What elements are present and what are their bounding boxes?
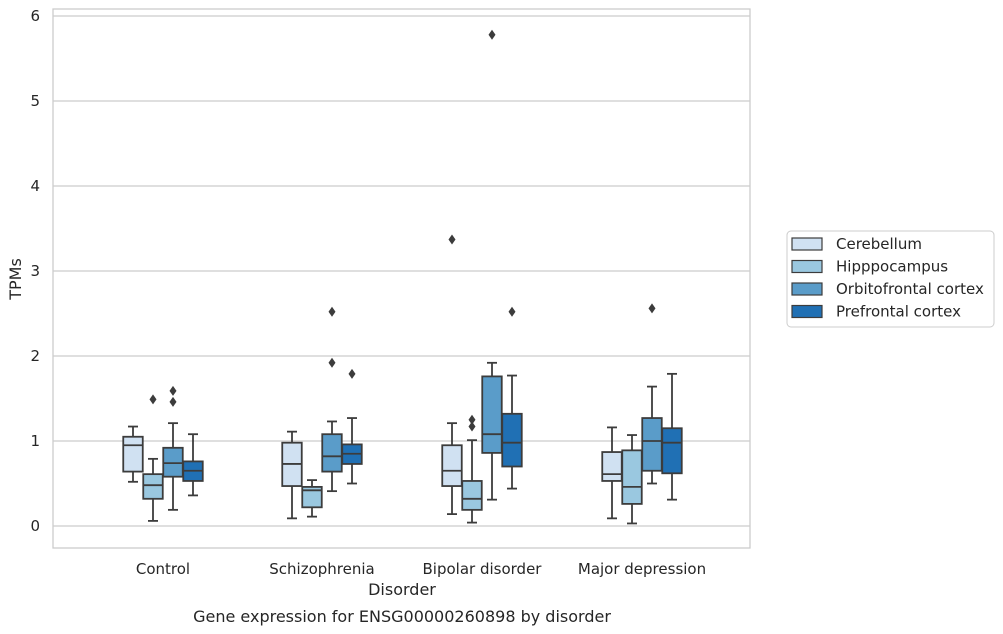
box-prefrontal-cortex bbox=[341, 368, 363, 485]
outlier-point bbox=[169, 385, 177, 396]
x-axis: Control Schizophrenia Bipolar disorder Majo… bbox=[136, 560, 706, 578]
x-tick-label: Bipolar disorder bbox=[423, 560, 543, 578]
y-tick-label: 3 bbox=[30, 262, 40, 280]
box-orbitofrontal-cortex bbox=[641, 303, 663, 485]
outlier-point bbox=[149, 394, 157, 405]
box-plots bbox=[122, 29, 683, 525]
legend-box bbox=[786, 230, 995, 328]
box-cerebellum bbox=[281, 430, 303, 520]
box-hipppocampus bbox=[301, 479, 323, 518]
outlier-point bbox=[328, 306, 336, 317]
box-iqr bbox=[661, 427, 683, 475]
legend-label: Hipppocampus bbox=[836, 258, 948, 276]
box-iqr bbox=[641, 417, 663, 472]
box-iqr bbox=[481, 375, 503, 454]
outlier-point bbox=[468, 414, 476, 425]
y-axis-label: TPMs bbox=[6, 258, 25, 301]
gridlines bbox=[53, 15, 750, 527]
outlier-point bbox=[448, 234, 456, 245]
box-prefrontal-cortex bbox=[501, 306, 523, 490]
outlier-point bbox=[169, 396, 177, 407]
box-prefrontal-cortex bbox=[182, 433, 204, 497]
box-hipppocampus bbox=[461, 414, 483, 524]
legend-swatch bbox=[791, 304, 823, 319]
legend-swatch bbox=[791, 237, 823, 251]
y-tick-label: 5 bbox=[30, 92, 40, 110]
legend-label: Prefrontal cortex bbox=[836, 303, 961, 321]
legend-label: Cerebellum bbox=[836, 235, 922, 253]
y-tick-label: 4 bbox=[30, 177, 40, 195]
y-tick-label: 2 bbox=[30, 347, 40, 365]
box-prefrontal-cortex bbox=[661, 372, 683, 501]
box-iqr bbox=[321, 433, 343, 473]
box-iqr bbox=[601, 451, 623, 482]
box-hipppocampus bbox=[621, 434, 643, 525]
legend-swatch bbox=[791, 259, 823, 274]
box-iqr bbox=[122, 435, 144, 473]
x-axis-label: Disorder bbox=[368, 580, 436, 599]
outlier-point bbox=[348, 368, 356, 379]
plot-frame bbox=[52, 8, 751, 549]
box-orbitofrontal-cortex bbox=[481, 29, 503, 501]
legend: Cerebellum Hipppocampus Orbitofrontal cort… bbox=[786, 230, 995, 328]
y-tick-label: 1 bbox=[30, 432, 40, 450]
outlier-point bbox=[468, 421, 476, 432]
legend-swatch bbox=[791, 282, 823, 296]
box-iqr bbox=[142, 473, 164, 500]
outlier-point bbox=[648, 303, 656, 314]
outlier-point bbox=[328, 357, 336, 368]
outlier-point bbox=[488, 29, 496, 40]
x-tick-label: Major depression bbox=[578, 560, 706, 578]
box-iqr bbox=[621, 449, 643, 505]
box-orbitofrontal-cortex bbox=[162, 385, 184, 511]
box-iqr bbox=[461, 480, 483, 511]
box-iqr bbox=[301, 485, 323, 509]
chart-caption: Gene expression for ENSG00000260898 by d… bbox=[193, 607, 611, 626]
box-orbitofrontal-cortex bbox=[321, 306, 343, 493]
box-iqr bbox=[501, 412, 523, 468]
box-iqr bbox=[441, 444, 463, 487]
y-axis: 0 1 2 3 4 5 6 bbox=[30, 7, 40, 535]
box-cerebellum bbox=[122, 425, 144, 483]
outlier-point bbox=[508, 306, 516, 317]
y-tick-label: 0 bbox=[30, 517, 40, 535]
x-tick-label: Control bbox=[136, 560, 190, 578]
x-tick-label: Schizophrenia bbox=[269, 560, 374, 578]
box-hipppocampus bbox=[142, 394, 164, 522]
legend-label: Orbitofrontal cortex bbox=[836, 280, 984, 298]
box-cerebellum bbox=[441, 234, 463, 515]
y-tick-label: 6 bbox=[30, 7, 40, 25]
